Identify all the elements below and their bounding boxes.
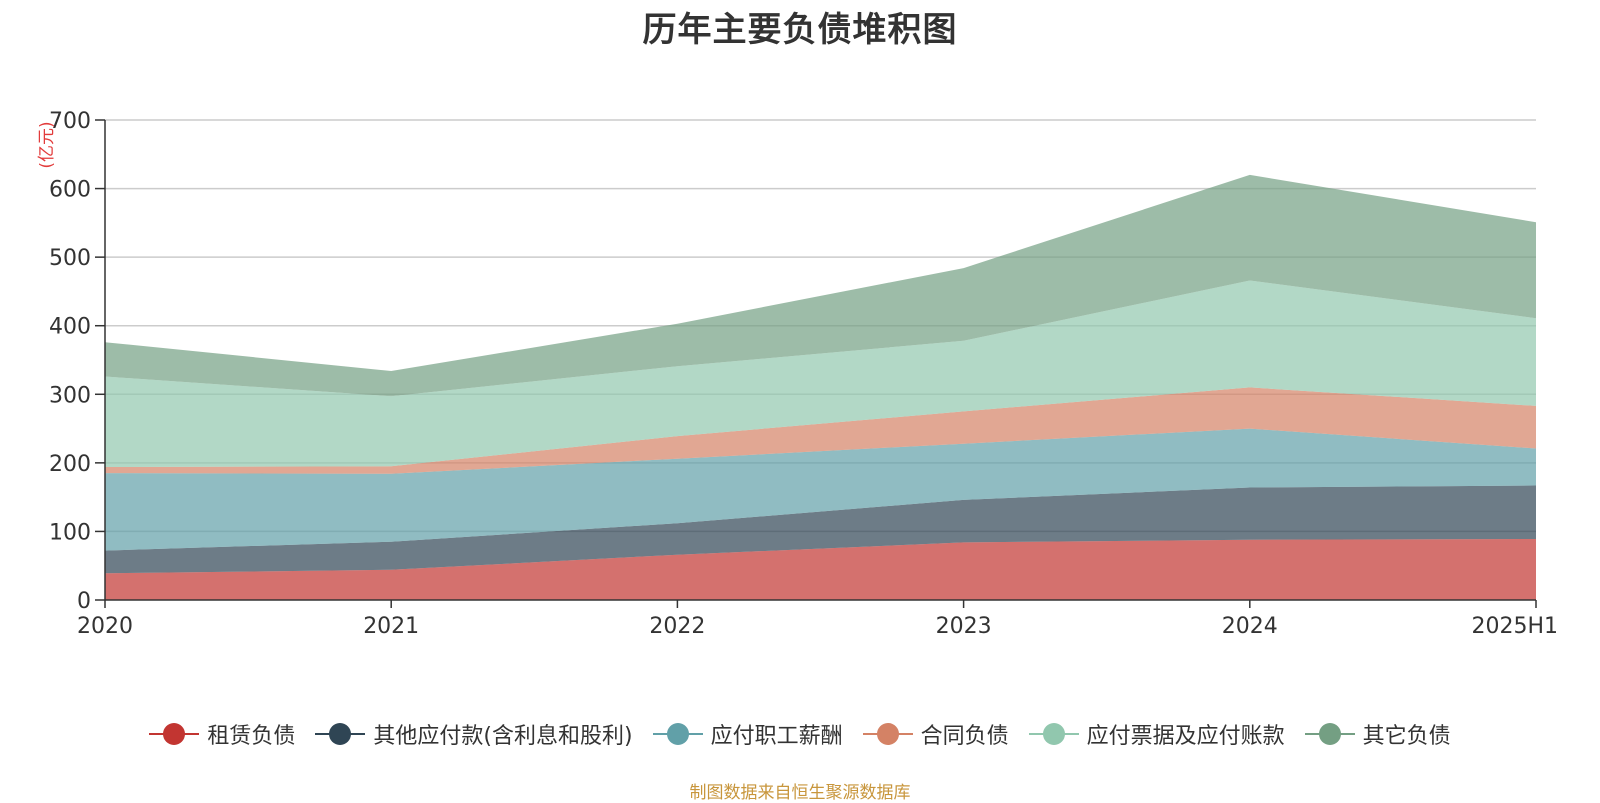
x-tick-label: 2025H1: [1471, 614, 1558, 639]
legend-item[interactable]: 合同负债: [862, 718, 1009, 750]
legend-marker-dot: [1318, 723, 1341, 745]
source-note: 制图数据来自恒生聚源数据库: [689, 783, 911, 803]
legend-marker-icon: [652, 722, 703, 746]
x-tick-label: 2020: [77, 614, 133, 639]
area-series-5: [105, 280, 1536, 467]
area-series: [105, 174, 1536, 600]
legend-marker-dot: [329, 723, 352, 745]
area-series-6: [105, 174, 1536, 397]
x-tick-label: 2024: [1222, 614, 1278, 639]
y-tick-label: 700: [49, 109, 91, 134]
legend-label: 其他应付款(含利息和股利): [373, 724, 633, 749]
legend-label: 合同负债: [920, 724, 1009, 749]
x-tick-label: 2022: [649, 614, 705, 639]
legend-item[interactable]: 应付票据及应付账款: [1028, 718, 1285, 750]
legend-label: 租赁负债: [207, 724, 296, 749]
legend-item[interactable]: 租赁负债: [149, 718, 295, 750]
chart-title: 历年主要负债堆积图: [642, 10, 958, 50]
y-tick-label: 400: [49, 315, 91, 340]
legend-marker-dot: [876, 723, 899, 745]
y-axis-unit-label: (亿元): [37, 121, 57, 168]
legend-marker-dot: [163, 723, 186, 745]
legend-label: 应付职工薪酬: [710, 724, 843, 749]
y-tick-label: 0: [77, 589, 91, 614]
legend-item[interactable]: 其它负债: [1304, 718, 1451, 750]
legend-marker-dot: [666, 723, 689, 745]
legend-item[interactable]: 其他应付款(含利息和股利): [315, 718, 633, 750]
area-series-3: [105, 428, 1536, 551]
area-series-4: [105, 387, 1536, 474]
x-tick-label: 2021: [363, 614, 419, 639]
legend-label: 其它负债: [1362, 724, 1451, 749]
y-tick-label: 200: [49, 452, 91, 477]
legend: 租赁负债 其他应付款(含利息和股利) 应付职工薪酬 合同负债 应付票据及应付账款 其它负债: [0, 718, 1600, 750]
y-tick-label: 300: [49, 383, 91, 408]
legend-marker-dot: [1042, 723, 1065, 745]
legend-marker-icon: [315, 722, 366, 746]
y-tick-label: 500: [49, 246, 91, 271]
y-tick-label: 600: [49, 178, 91, 203]
legend-marker-icon: [149, 722, 200, 746]
legend-label: 应付票据及应付账款: [1086, 724, 1285, 749]
y-tick-label: 100: [49, 520, 91, 545]
legend-marker-icon: [862, 722, 913, 746]
legend-item[interactable]: 应付职工薪酬: [652, 718, 843, 750]
area-series-2: [105, 485, 1536, 574]
legend-marker-icon: [1028, 722, 1079, 746]
legend-marker-icon: [1304, 722, 1355, 746]
axes: 0 100 200 300 400 500 600 700 2020 2021 2022 2023 20…: [49, 109, 1558, 639]
x-tick-label: 2023: [936, 614, 992, 639]
area-series-1: [105, 539, 1536, 600]
